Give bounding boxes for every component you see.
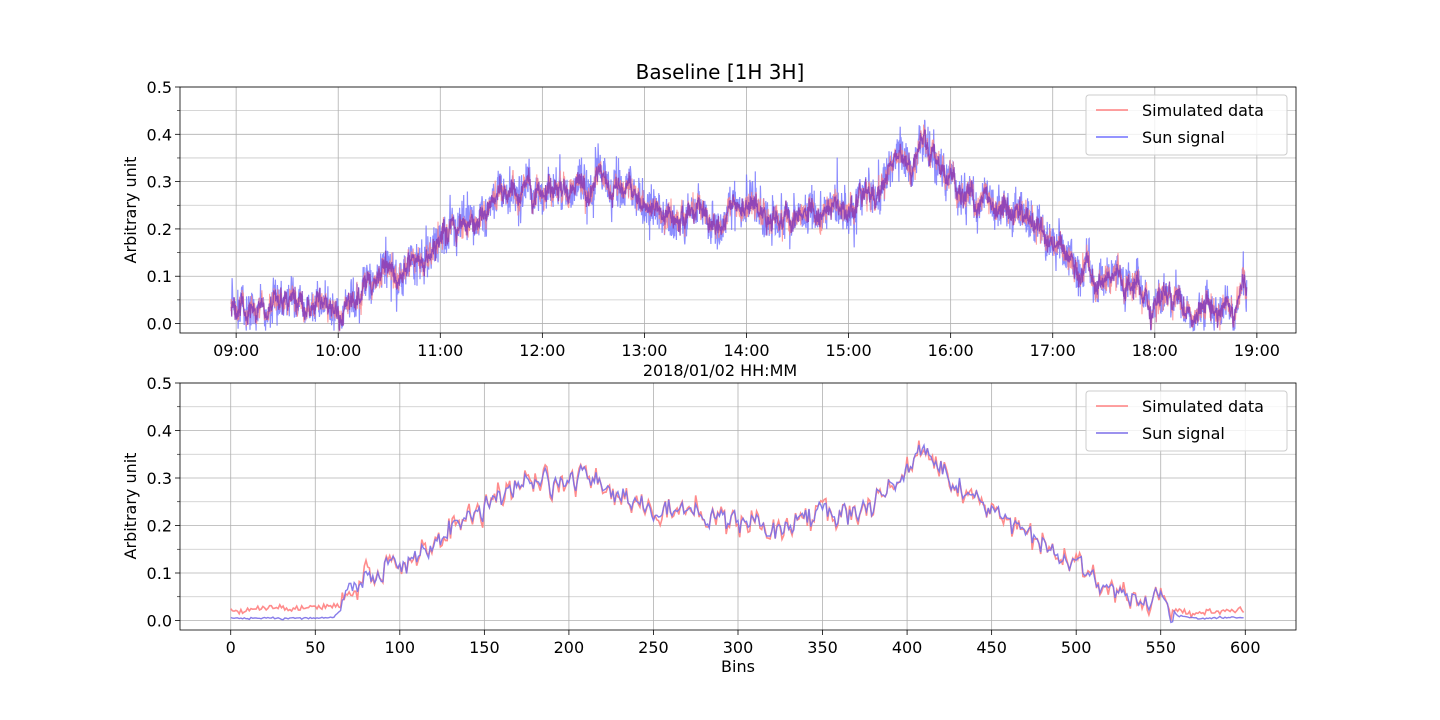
bottom-x-tick-label: 100 bbox=[385, 638, 416, 657]
top-y-tick-label: 0.1 bbox=[147, 267, 172, 286]
bottom-series-lines bbox=[230, 440, 1245, 624]
top-series-sun-signal bbox=[230, 119, 1248, 332]
bottom-x-tick-label: 600 bbox=[1230, 638, 1261, 657]
top-x-tick-label: 18:00 bbox=[1132, 341, 1178, 360]
bottom-y-tick-label: 0.3 bbox=[147, 469, 172, 488]
top-legend: Simulated data Sun signal bbox=[1085, 94, 1288, 156]
bottom-x-tick-label: 250 bbox=[638, 638, 669, 657]
top-x-tick-label: 19:00 bbox=[1234, 341, 1280, 360]
bottom-legend-label-sun: Sun signal bbox=[1142, 424, 1225, 443]
bottom-x-axis-label: Bins bbox=[721, 657, 755, 676]
top-y-ticks: 0.0 0.1 0.2 0.3 0.4 0.5 bbox=[147, 78, 180, 334]
bottom-x-tick-label: 150 bbox=[469, 638, 500, 657]
top-x-tick-label: 12:00 bbox=[519, 341, 565, 360]
bottom-legend-label-simulated: Simulated data bbox=[1142, 397, 1264, 416]
chart-title: Baseline [1H 3H] bbox=[636, 60, 805, 84]
top-legend-box bbox=[1085, 94, 1288, 156]
bottom-y-tick-label: 0.2 bbox=[147, 517, 172, 536]
top-x-tick-label: 16:00 bbox=[928, 341, 974, 360]
bottom-y-ticks: 0.0 0.1 0.2 0.3 0.4 0.5 bbox=[147, 374, 180, 631]
chart-top: Baseline [1H 3H] 0.0 0.1 0.2 0.3 0.4 0.5 09:0… bbox=[121, 60, 1297, 380]
top-x-tick-label: 11:00 bbox=[417, 341, 463, 360]
bottom-y-tick-label: 0.4 bbox=[147, 422, 172, 441]
top-plot-frame bbox=[179, 86, 1297, 334]
bottom-series-simulated-data bbox=[230, 440, 1245, 621]
top-x-tick-label: 13:00 bbox=[621, 341, 667, 360]
top-y-axis-label: Arbitrary unit bbox=[121, 157, 140, 264]
bottom-x-tick-label: 550 bbox=[1145, 638, 1176, 657]
top-y-tick-label: 0.0 bbox=[147, 315, 172, 334]
top-x-tick-label: 09:00 bbox=[213, 341, 259, 360]
bottom-x-tick-label: 400 bbox=[892, 638, 923, 657]
bottom-legend: Simulated data Sun signal bbox=[1085, 390, 1288, 452]
bottom-y-axis-label: Arbitrary unit bbox=[121, 453, 140, 560]
top-y-tick-label: 0.4 bbox=[147, 125, 172, 144]
top-series-lines bbox=[230, 119, 1248, 332]
bottom-y-tick-label: 0.0 bbox=[147, 612, 172, 631]
bottom-x-tick-label: 450 bbox=[976, 638, 1007, 657]
top-x-tick-label: 17:00 bbox=[1030, 341, 1076, 360]
top-y-tick-label: 0.5 bbox=[147, 78, 172, 97]
bottom-x-tick-label: 350 bbox=[807, 638, 838, 657]
top-legend-label-sun: Sun signal bbox=[1142, 128, 1225, 147]
top-y-tick-label: 0.3 bbox=[147, 173, 172, 192]
bottom-series-sun-signal bbox=[230, 443, 1244, 624]
top-series-overlap bbox=[230, 129, 1248, 331]
top-x-tick-label: 15:00 bbox=[826, 341, 872, 360]
bottom-legend-box bbox=[1085, 390, 1288, 452]
bottom-x-tick-label: 50 bbox=[305, 638, 325, 657]
bottom-x-ticks: 0 50 100 150 200 250 300 350 400 450 500 550 600 bbox=[226, 630, 1261, 657]
bottom-x-tick-label: 200 bbox=[554, 638, 585, 657]
bottom-x-tick-label: 500 bbox=[1061, 638, 1092, 657]
top-legend-label-simulated: Simulated data bbox=[1142, 101, 1264, 120]
chart-bottom: 0.0 0.1 0.2 0.3 0.4 0.5 0 50 100 150 200 250 300 350… bbox=[121, 374, 1297, 676]
bottom-y-tick-label: 0.1 bbox=[147, 564, 172, 583]
top-x-tick-label: 10:00 bbox=[315, 341, 361, 360]
top-x-tick-label: 14:00 bbox=[723, 341, 769, 360]
bottom-x-tick-label: 300 bbox=[723, 638, 754, 657]
top-x-ticks: 09:00 10:00 11:00 12:00 13:00 14:00 15:00 16:00… bbox=[213, 333, 1280, 360]
bottom-y-tick-label: 0.5 bbox=[147, 374, 172, 393]
top-x-axis-label: 2018/01/02 HH:MM bbox=[643, 361, 797, 380]
top-y-tick-label: 0.2 bbox=[147, 220, 172, 239]
bottom-x-tick-label: 0 bbox=[226, 638, 236, 657]
